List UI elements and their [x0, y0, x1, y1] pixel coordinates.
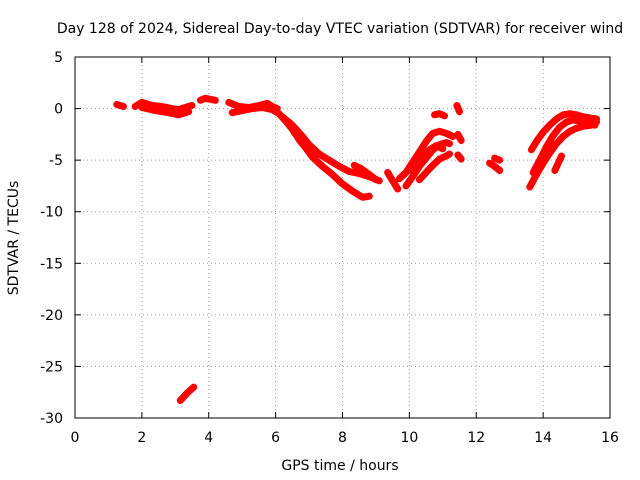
- x-axis-label: GPS time / hours: [281, 458, 398, 474]
- data-series: [113, 94, 601, 404]
- series-seg-w: [551, 152, 565, 174]
- series-seg-n: [431, 110, 448, 120]
- series-seg-p: [454, 130, 465, 144]
- series-seg-c: [138, 104, 193, 119]
- x-tick-label: 12: [467, 430, 485, 446]
- series-seg-g: [278, 113, 383, 185]
- y-tick-label: -15: [40, 256, 63, 272]
- series-seg-i: [384, 169, 402, 193]
- y-tick-label: -10: [40, 205, 63, 221]
- series-seg-s: [491, 154, 504, 164]
- series-seg-f: [228, 104, 373, 201]
- y-tick-label: -30: [40, 411, 63, 427]
- y-tick-label: -25: [40, 359, 63, 375]
- y-axis-label: SDTVAR / TECUs: [6, 181, 22, 296]
- x-tick-label: 2: [137, 430, 146, 446]
- axis-ticks: [74, 56, 611, 419]
- series-seg-b: [131, 98, 196, 114]
- series-seg-y: [176, 383, 198, 404]
- x-tick-labels: 0 2 4 6 8 10 12 14 16: [71, 430, 619, 446]
- x-tick-label: 10: [400, 430, 418, 446]
- series-seg-m: [415, 150, 453, 184]
- x-tick-label: 4: [204, 430, 213, 446]
- series-seg-r: [486, 159, 504, 174]
- y-tick-label: -20: [40, 308, 63, 324]
- y-tick-label: -5: [49, 153, 63, 169]
- x-tick-label: 8: [338, 430, 347, 446]
- y-tick-labels: 5 0 -5 -10 -15 -20 -25 -30: [40, 50, 63, 427]
- x-tick-label: 6: [271, 430, 280, 446]
- grid-lines: [75, 57, 610, 418]
- series-seg-a: [113, 100, 127, 110]
- series-seg-h: [350, 161, 380, 184]
- series-seg-l: [405, 142, 447, 174]
- series-seg-o: [453, 102, 463, 116]
- chart-title: Day 128 of 2024, Sidereal Day-to-day VTE…: [57, 21, 623, 37]
- series-seg-q: [454, 151, 465, 163]
- series-seg-d: [196, 94, 219, 104]
- y-tick-label: 0: [54, 102, 63, 118]
- x-tick-label: 14: [534, 430, 552, 446]
- y-tick-label: 5: [54, 50, 63, 66]
- x-tick-label: 0: [71, 430, 80, 446]
- x-tick-label: 16: [601, 430, 619, 446]
- series-seg-v: [526, 121, 596, 191]
- series-seg-x: [574, 114, 601, 126]
